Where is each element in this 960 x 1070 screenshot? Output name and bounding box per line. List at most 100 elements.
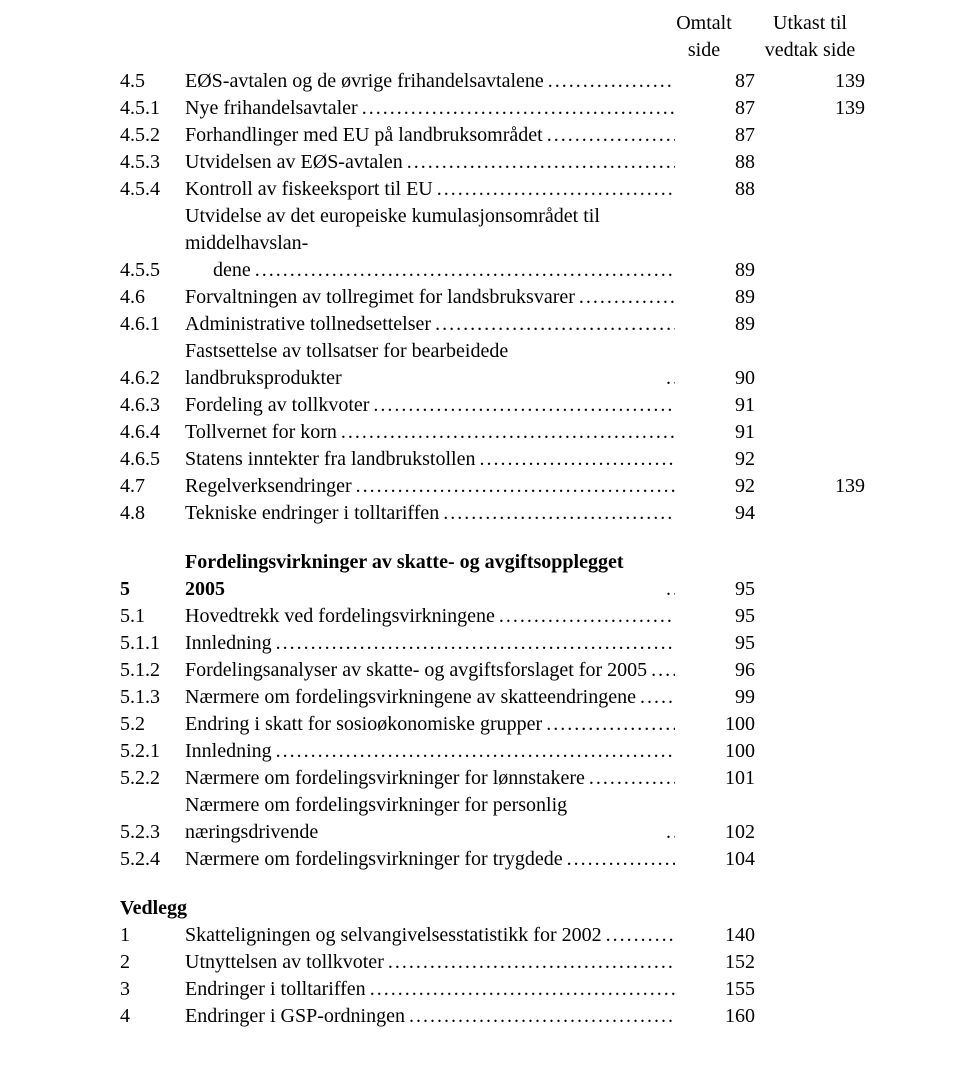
header-col-omtalt: Omtalt side [659,10,749,64]
toc-row-title: Utvidelsen av EØS-avtalen [185,149,403,176]
toc-row-page-omtalt: 102 [675,819,765,846]
toc-row-title: Forvaltningen av tollregimet for landsbr… [185,284,575,311]
toc-row-number: 5.1.2 [120,657,185,684]
toc-row-title: Tekniske endringer i tolltariffen [185,500,439,527]
toc-row: 4.5.4Kontroll av fiskeeksport til EU88 [120,176,865,203]
toc-row: 4.5EØS-avtalen og de øvrige frihandelsav… [120,68,865,95]
dot-leader [352,473,675,500]
toc-row: 5.2.2Nærmere om fordelingsvirkninger for… [120,765,865,792]
toc-row-page-omtalt: 89 [675,311,765,338]
header-vedtak-line2: vedtak side [755,37,865,64]
toc-row-title: Utnyttelsen av tollkvoter [185,949,384,976]
toc-row-page-omtalt: 88 [675,176,765,203]
toc-row-page-omtalt: 91 [675,392,765,419]
toc-row-title-col: Fordeling av tollkvoter [185,392,675,419]
toc-row-title: Endringer i tolltariffen [185,976,366,1003]
dot-leader [403,149,675,176]
toc-row-title-line2: dene [213,257,251,284]
toc-row-title-col: Forhandlinger med EU på landbruksområdet [185,122,675,149]
toc-row-page-omtalt: 104 [675,846,765,873]
toc-row-title: Fastsettelse av tollsatser for bearbeide… [185,338,662,392]
dot-leader [431,311,675,338]
toc-row-title: Nærmere om fordelingsvirkningene av skat… [185,684,636,711]
toc-row-page-omtalt: 96 [675,657,765,684]
toc-row-number: 5 [120,576,185,603]
dot-leader [647,657,675,684]
toc-row-title-col: Fordelingsvirkninger av skatte- og avgif… [185,549,675,603]
toc-row-title: Tollvernet for korn [185,419,337,446]
toc-row-title: Nærmere om fordelingsvirkninger for tryg… [185,846,563,873]
section-gap [120,873,865,895]
header-omtalt-line2: side [659,37,749,64]
toc-row-page-omtalt: 160 [675,1003,765,1030]
section-heading: Vedlegg [120,895,865,922]
toc-row-number: 4.5.1 [120,95,185,122]
toc-row-title-col: Innledning [185,630,675,657]
toc-row-number: 4.5.3 [120,149,185,176]
toc-row-title: EØS-avtalen og de øvrige frihandelsavtal… [185,68,544,95]
dot-leader [602,922,675,949]
dot-leader [369,392,675,419]
toc-row-title-col: Nærmere om fordelingsvirkninger for tryg… [185,846,675,873]
toc-row: 5.1.1Innledning95 [120,630,865,657]
toc-row-page-vedtak: 139 [765,473,865,500]
toc-row-title-col: Tekniske endringer i tolltariffen [185,500,675,527]
toc-row-page-omtalt: 92 [675,473,765,500]
toc-row: 5.1Hovedtrekk ved fordelingsvirkningene9… [120,603,865,630]
toc-row-number: 3 [120,976,185,1003]
toc-row-page-omtalt: 88 [675,149,765,176]
toc-row-title: Innledning [185,738,272,765]
toc-page: Omtalt side Utkast til vedtak side 4.5EØ… [0,0,960,1070]
toc-row-title-col: Tollvernet for korn [185,419,675,446]
dot-leader [475,446,675,473]
toc-row-page-omtalt: 87 [675,95,765,122]
toc-row-page-omtalt: 90 [675,365,765,392]
toc-row: 5.2.3Nærmere om fordelingsvirkninger for… [120,792,865,846]
toc-row: 4.6.3Fordeling av tollkvoter91 [120,392,865,419]
toc-body: 4.5EØS-avtalen og de øvrige frihandelsav… [120,68,865,1030]
toc-row-title-col: Kontroll av fiskeeksport til EU [185,176,675,203]
dot-leader [563,846,675,873]
toc-row: 4.8Tekniske endringer i tolltariffen94 [120,500,865,527]
dot-leader [585,765,675,792]
toc-row-title-col: Administrative tollnedsettelser [185,311,675,338]
dot-leader [433,176,675,203]
toc-row-title: Forhandlinger med EU på landbruksområdet [185,122,543,149]
toc-row-title: Fordeling av tollkvoter [185,392,369,419]
toc-row-number: 4.6.2 [120,365,185,392]
toc-row-page-omtalt: 91 [675,419,765,446]
toc-row: 2Utnyttelsen av tollkvoter152 [120,949,865,976]
toc-row-number: 5.2.3 [120,819,185,846]
toc-row-number: 4.6.5 [120,446,185,473]
dot-leader [272,630,675,657]
toc-row-number: 4.5 [120,68,185,95]
header-col-vedtak: Utkast til vedtak side [755,10,865,64]
toc-row-page-omtalt: 95 [675,630,765,657]
header-vedtak-line1: Utkast til [755,10,865,37]
toc-row: 5.1.3Nærmere om fordelingsvirkningene av… [120,684,865,711]
toc-row-title-col: Nærmere om fordelingsvirkningene av skat… [185,684,675,711]
toc-row-number: 4.8 [120,500,185,527]
toc-row-title: Regelverksendringer [185,473,352,500]
dot-leader [251,257,675,284]
toc-row-page-omtalt: 89 [675,257,765,284]
dot-leader [662,365,675,392]
toc-row: 4Endringer i GSP-ordningen160 [120,1003,865,1030]
toc-row-page-omtalt: 87 [675,122,765,149]
toc-row-title: Nye frihandelsavtaler [185,95,358,122]
toc-row-number: 5.1 [120,603,185,630]
toc-row: 1Skatteligningen og selvangivelsesstatis… [120,922,865,949]
dot-leader [337,419,675,446]
toc-row-number: 4.5.4 [120,176,185,203]
toc-row-page-omtalt: 101 [675,765,765,792]
toc-row-page-vedtak: 139 [765,68,865,95]
toc-row-page-omtalt: 95 [675,603,765,630]
toc-row-title-col: Endringer i tolltariffen [185,976,675,1003]
toc-row-number: 4.6 [120,284,185,311]
header-omtalt-line1: Omtalt [659,10,749,37]
toc-row-title: Fordelingsvirkninger av skatte- og avgif… [185,549,662,603]
toc-row-number: 2 [120,949,185,976]
toc-row-title-col: Utnyttelsen av tollkvoter [185,949,675,976]
toc-row-title-col: Fastsettelse av tollsatser for bearbeide… [185,338,675,392]
toc-row-title: Endringer i GSP-ordningen [185,1003,405,1030]
